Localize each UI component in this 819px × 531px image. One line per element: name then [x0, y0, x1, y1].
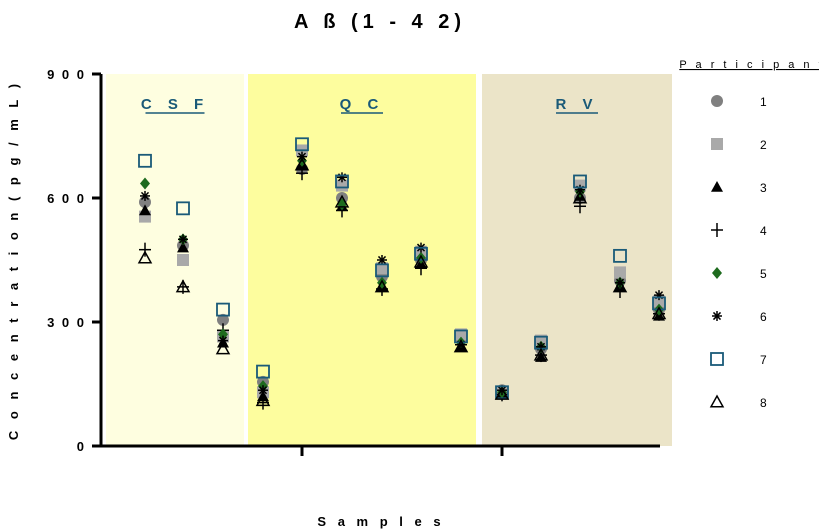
data-point-participant-6 [258, 385, 268, 396]
legend-entry-label: 7 [760, 353, 767, 367]
data-point-participant-8 [651, 306, 667, 320]
data-points [137, 137, 667, 410]
data-point-participant-2 [455, 328, 467, 341]
data-point-participant-4 [574, 199, 586, 214]
data-point-participant-7 [573, 174, 587, 189]
legend-entry-label: 1 [760, 95, 767, 109]
data-point-participant-6 [178, 234, 188, 245]
y-tick-label: 9 0 0 [47, 67, 86, 82]
data-point-participant-8 [255, 392, 271, 407]
y-ticks: 0 3 0 0 6 0 0 9 0 0 [47, 67, 101, 454]
sample-group-label: Q C [340, 96, 385, 113]
data-point-participant-8 [612, 279, 628, 293]
data-point-participant-8 [453, 339, 469, 353]
data-point-participant-4 [296, 166, 308, 181]
data-point-participant-8 [137, 250, 153, 264]
axes [99, 74, 660, 456]
data-point-participant-2 [614, 266, 626, 279]
data-point-participant-7 [138, 153, 152, 168]
data-point-participant-3 [139, 204, 151, 216]
data-point-participant-6 [140, 190, 150, 201]
sample-group-label: R V [555, 96, 598, 113]
sample-group-label: C S F [141, 96, 209, 113]
y-tick-label: 0 [77, 439, 86, 454]
legend-title: P a r t i c i p a n t [679, 59, 819, 71]
sample-group-backgrounds [106, 74, 672, 446]
legend-marker [709, 394, 725, 408]
legend-entry-label: 6 [760, 310, 767, 324]
legend-entry-label: 4 [760, 224, 767, 238]
y-axis-label: C o n c e n t r a t i o n ( p g / m L ) [6, 80, 21, 440]
legend-marker [711, 95, 723, 107]
y-tick-label: 6 0 0 [47, 191, 86, 206]
data-point-participant-6 [654, 290, 664, 301]
data-point-participant-1 [217, 313, 229, 326]
legend-marker [711, 223, 723, 237]
legend-marker [711, 138, 723, 150]
data-point-participant-7 [295, 137, 309, 152]
data-point-participant-7 [375, 263, 389, 278]
data-point-participant-2 [177, 254, 189, 266]
data-point-participant-7 [256, 364, 270, 379]
data-point-participant-8 [374, 279, 390, 293]
chart-title: A ß (1 - 4 2) [294, 11, 466, 33]
data-point-participant-3 [177, 241, 189, 253]
data-point-participant-7 [216, 302, 230, 317]
y-tick-label: 3 0 0 [47, 315, 86, 330]
data-point-participant-7 [454, 329, 468, 344]
sample-group-band [106, 74, 244, 446]
legend-entry-label: 3 [760, 181, 767, 195]
data-point-participant-7 [652, 296, 666, 311]
legend-marker [711, 181, 723, 192]
data-point-participant-8 [294, 157, 310, 171]
data-point-participant-2 [336, 179, 348, 192]
data-point-participant-8 [533, 347, 549, 361]
data-point-participant-8 [215, 341, 231, 355]
x-axis-label: S a m p l e s [317, 514, 444, 529]
legend: P a r t i c i p a n t 1 2 3 4 5 6 7 8 [679, 59, 819, 410]
data-point-participant-8 [494, 386, 510, 400]
data-point-participant-8 [572, 190, 588, 204]
data-point-participant-8 [175, 279, 191, 293]
legend-marker [712, 267, 722, 279]
data-point-participant-8 [334, 194, 350, 208]
legend-entry-label: 5 [760, 267, 767, 281]
data-point-participant-7 [495, 385, 509, 400]
sample-group-band [482, 74, 672, 446]
legend-entry-label: 2 [760, 138, 767, 152]
data-point-participant-6 [337, 172, 347, 183]
legend-marker [710, 352, 724, 366]
data-point-participant-4 [139, 242, 151, 257]
legend-marker [712, 311, 722, 321]
data-point-participant-6 [377, 255, 387, 265]
data-point-participant-7 [176, 201, 190, 216]
data-point-participant-7 [414, 246, 428, 261]
data-point-participant-7 [613, 248, 627, 263]
data-point-participant-5 [140, 177, 150, 190]
sample-group-band [248, 74, 476, 446]
data-point-participant-2 [376, 262, 388, 275]
legend-entry-label: 8 [760, 396, 767, 410]
data-point-participant-6 [218, 335, 228, 346]
data-point-participant-8 [413, 254, 429, 268]
data-point-participant-7 [335, 174, 349, 189]
